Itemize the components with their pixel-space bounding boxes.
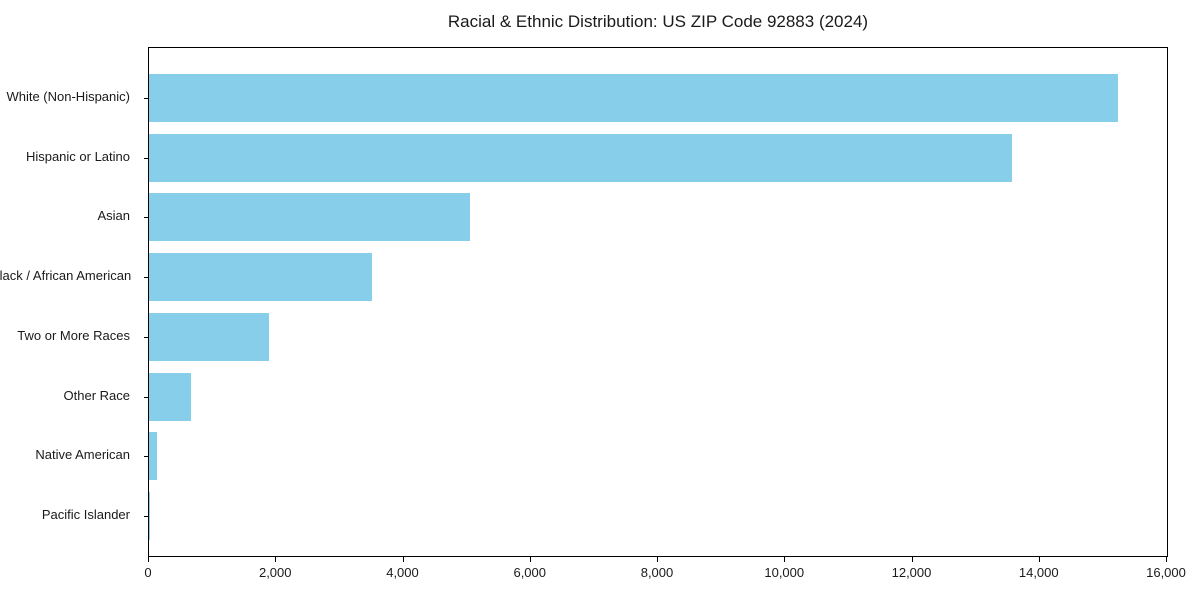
plot-area xyxy=(144,47,1168,557)
x-tick-mark xyxy=(657,557,658,562)
bar-pacific-islander xyxy=(149,491,150,540)
y-tick-mark xyxy=(144,98,149,99)
y-tick-label: Native American xyxy=(35,447,130,463)
y-tick-label: Asian xyxy=(97,208,130,224)
x-tick-label: 12,000 xyxy=(891,565,932,580)
x-tick-label: 0 xyxy=(144,565,152,580)
y-tick-label: Other Race xyxy=(63,387,130,403)
x-tick-label: 2,000 xyxy=(258,565,292,580)
x-tick-label: 16,000 xyxy=(1146,565,1186,580)
y-tick-mark xyxy=(144,277,149,279)
y-tick-mark xyxy=(144,515,149,517)
x-tick-label: 4,000 xyxy=(386,565,419,580)
x-tick-label: 14,000 xyxy=(1018,565,1059,580)
x-tick-mark xyxy=(529,557,531,562)
y-tick-mark xyxy=(144,396,149,398)
bar-white-non-hispanic xyxy=(149,74,1118,122)
x-tick-mark xyxy=(911,557,913,562)
x-tick-mark xyxy=(1038,557,1040,562)
x-tick-mark xyxy=(1166,557,1167,562)
y-tick-mark xyxy=(144,157,149,159)
y-tick-label: Hispanic or Latino xyxy=(25,148,130,164)
x-tick-label: 6,000 xyxy=(513,565,547,580)
y-tick-label: Pacific Islander xyxy=(41,506,130,522)
y-tick-label: Two or More Races xyxy=(17,327,130,343)
x-tick-mark xyxy=(275,557,277,562)
y-tick-label: Black / African American xyxy=(0,268,132,284)
x-tick-label: 8,000 xyxy=(640,565,674,580)
x-axis: 0 2,000 4,000 6,000 8,000 10,000 12,000 14,000 1… xyxy=(144,557,1186,587)
bar-black-african-american xyxy=(149,253,372,302)
bar-asian xyxy=(149,193,470,242)
bar-hispanic-or-latino xyxy=(149,133,1013,182)
y-tick-mark xyxy=(144,217,149,219)
bar-two-or-more-races xyxy=(149,312,269,361)
y-tick-label: White (Non-Hispanic) xyxy=(6,89,130,104)
x-tick-mark xyxy=(784,557,786,562)
y-tick-mark xyxy=(144,336,149,338)
bar-other-race xyxy=(149,372,191,421)
y-tick-mark xyxy=(144,456,149,458)
x-tick-mark xyxy=(148,557,149,562)
x-tick-mark xyxy=(402,557,404,562)
bar-native-american xyxy=(149,432,157,481)
y-axis: White (Non-Hispanic) Hispanic or Latino As… xyxy=(0,47,139,557)
x-tick-label: 10,000 xyxy=(764,565,805,580)
chart-title: Racial & Ethnic Distribution: US ZIP Cod… xyxy=(447,12,869,31)
